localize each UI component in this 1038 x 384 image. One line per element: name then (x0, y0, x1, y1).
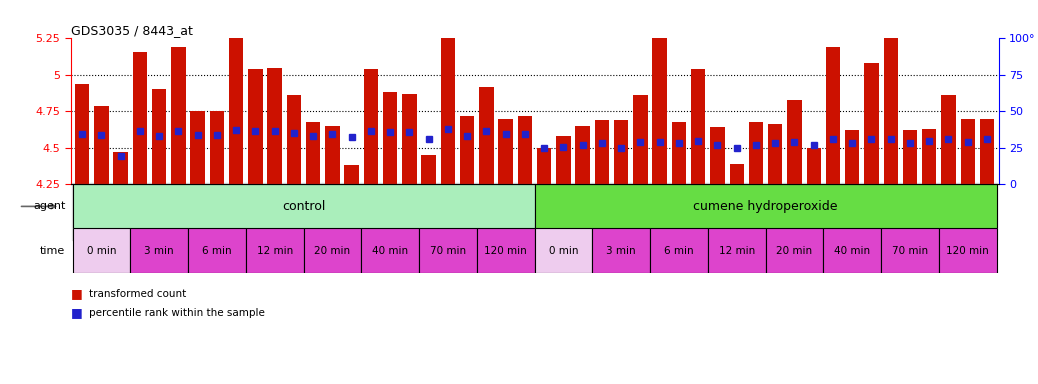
Text: 40 min: 40 min (835, 245, 870, 256)
Text: ■: ■ (71, 306, 82, 319)
Bar (518, 116, 532, 184)
Bar (710, 127, 725, 184)
Text: 6 min: 6 min (202, 245, 231, 256)
Text: 120 min: 120 min (485, 245, 527, 256)
Bar (556, 136, 571, 184)
Bar (75, 84, 89, 184)
Text: transformed count: transformed count (89, 289, 187, 299)
Bar (419, 228, 476, 273)
Bar (865, 63, 879, 184)
Bar (672, 122, 686, 184)
Bar (113, 152, 128, 184)
Bar (845, 130, 859, 184)
Bar (303, 228, 361, 273)
Text: 70 min: 70 min (430, 245, 466, 256)
Bar (903, 130, 918, 184)
Bar (650, 228, 708, 273)
Bar (653, 38, 667, 184)
Bar (823, 228, 881, 273)
Bar (188, 228, 246, 273)
Bar (130, 228, 188, 273)
Text: 120 min: 120 min (947, 245, 989, 256)
Bar (881, 228, 939, 273)
Bar (441, 20, 455, 184)
Bar (229, 22, 243, 184)
Bar (94, 106, 109, 184)
Bar (748, 122, 763, 184)
Bar (171, 47, 186, 184)
Text: 0 min: 0 min (86, 245, 116, 256)
Text: 6 min: 6 min (664, 245, 693, 256)
Bar (575, 126, 590, 184)
Text: cumene hydroperoxide: cumene hydroperoxide (693, 200, 838, 213)
Bar (286, 95, 301, 184)
Bar (787, 100, 801, 184)
Bar (633, 95, 648, 184)
Bar (708, 228, 766, 273)
Bar (826, 47, 840, 184)
Bar (476, 228, 535, 273)
Bar (922, 129, 936, 184)
Text: percentile rank within the sample: percentile rank within the sample (89, 308, 265, 318)
Bar (960, 119, 975, 184)
Bar (152, 89, 166, 184)
Bar (535, 228, 593, 273)
Text: 20 min: 20 min (776, 245, 813, 256)
Bar (246, 228, 303, 273)
Bar (807, 148, 821, 184)
Bar (361, 228, 419, 273)
Bar (190, 111, 204, 184)
Bar (980, 119, 994, 184)
Bar (939, 228, 996, 273)
Bar (480, 86, 494, 184)
Bar (768, 124, 783, 184)
Bar (941, 95, 956, 184)
Bar (691, 69, 706, 184)
Text: GDS3035 / 8443_at: GDS3035 / 8443_at (71, 24, 192, 37)
Text: 3 min: 3 min (144, 245, 174, 256)
Text: time: time (40, 245, 65, 256)
Bar (766, 228, 823, 273)
Text: ■: ■ (71, 287, 82, 300)
Bar (402, 94, 416, 184)
Bar (325, 126, 339, 184)
Bar (363, 69, 378, 184)
Text: control: control (282, 200, 325, 213)
Text: 70 min: 70 min (892, 245, 928, 256)
Bar (345, 166, 359, 184)
Bar (133, 51, 147, 184)
Text: 0 min: 0 min (549, 245, 578, 256)
Text: 40 min: 40 min (372, 245, 408, 256)
Text: 3 min: 3 min (606, 245, 636, 256)
Bar (614, 120, 628, 184)
Bar (460, 116, 474, 184)
Bar (593, 228, 650, 273)
Bar (595, 120, 609, 184)
Bar (210, 111, 224, 184)
Bar (537, 148, 551, 184)
Text: 12 min: 12 min (256, 245, 293, 256)
Bar (883, 22, 898, 184)
Bar (535, 184, 996, 228)
Text: 20 min: 20 min (315, 245, 351, 256)
Bar (383, 93, 398, 184)
Bar (498, 119, 513, 184)
Bar (730, 164, 744, 184)
Bar (73, 228, 130, 273)
Bar (421, 155, 436, 184)
Text: agent: agent (33, 201, 65, 212)
Bar (248, 69, 263, 184)
Text: 12 min: 12 min (718, 245, 755, 256)
Bar (268, 68, 282, 184)
Bar (306, 122, 321, 184)
Bar (73, 184, 535, 228)
